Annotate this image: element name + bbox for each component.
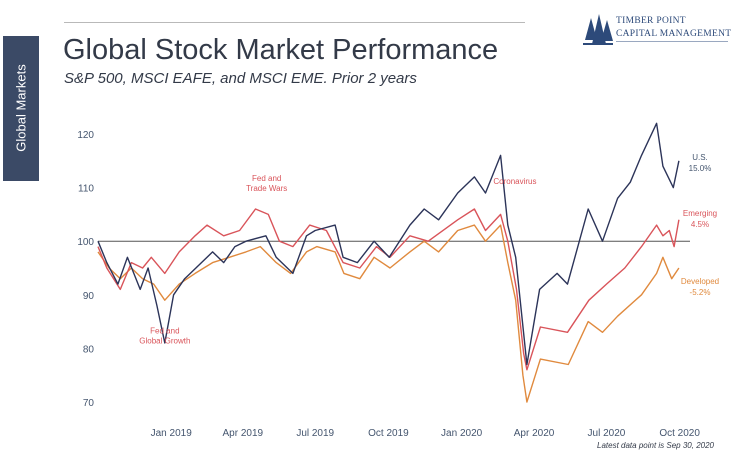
- annotation-fed-trade: Trade Wars: [246, 184, 287, 193]
- pine-trees-icon: [583, 14, 613, 45]
- y-tick-label: 80: [83, 344, 95, 355]
- x-tick-label: Jul 2020: [588, 428, 626, 439]
- x-tick-label: Oct 2019: [368, 428, 409, 439]
- y-tick-label: 90: [83, 291, 95, 302]
- x-tick-label: Jan 2020: [441, 428, 483, 439]
- sidebar-tab: Global Markets: [3, 36, 39, 181]
- logo-rule: [616, 41, 728, 42]
- y-tick-label: 120: [77, 130, 94, 141]
- logo-line-1: TIMBER POINT: [616, 16, 686, 26]
- logo-line-2: CAPITAL MANAGEMENT: [616, 29, 732, 39]
- y-tick-label: 70: [83, 398, 95, 409]
- series-line-emerging: [97, 208, 680, 371]
- annotation-fed-trade: Fed and: [252, 174, 281, 183]
- x-tick-label: Apr 2020: [514, 428, 555, 439]
- x-tick-label: Jan 2019: [151, 428, 193, 439]
- series-end-value: 15.0%: [689, 164, 712, 173]
- company-logo: TIMBER POINT CAPITAL MANAGEMENT: [583, 14, 733, 54]
- annotation-fed-growth: Fed and: [150, 326, 179, 335]
- y-tick-label: 110: [78, 184, 94, 195]
- page-title: Global Stock Market Performance: [63, 34, 499, 66]
- page-subtitle: S&P 500, MSCI EAFE, and MSCI EME. Prior …: [64, 70, 417, 87]
- series-end-name: Emerging: [683, 209, 717, 218]
- series-end-name: U.S.: [692, 153, 708, 162]
- x-tick-label: Jul 2019: [296, 428, 334, 439]
- annotation-fed-growth: Global Growth: [139, 336, 190, 345]
- footnote: Latest data point is Sep 30, 2020: [597, 441, 714, 450]
- annotation-coronavirus: Coronavirus: [493, 177, 536, 186]
- x-tick-label: Oct 2020: [659, 428, 700, 439]
- series-line-developed: [97, 224, 680, 403]
- series-end-value: 4.5%: [691, 220, 709, 229]
- y-tick-label: 100: [77, 237, 94, 248]
- series-end-value: -5.2%: [690, 288, 711, 297]
- x-tick-label: Apr 2019: [223, 428, 264, 439]
- header-rule: [64, 22, 525, 23]
- series-line-us: [97, 122, 680, 366]
- series-end-name: Developed: [681, 277, 719, 286]
